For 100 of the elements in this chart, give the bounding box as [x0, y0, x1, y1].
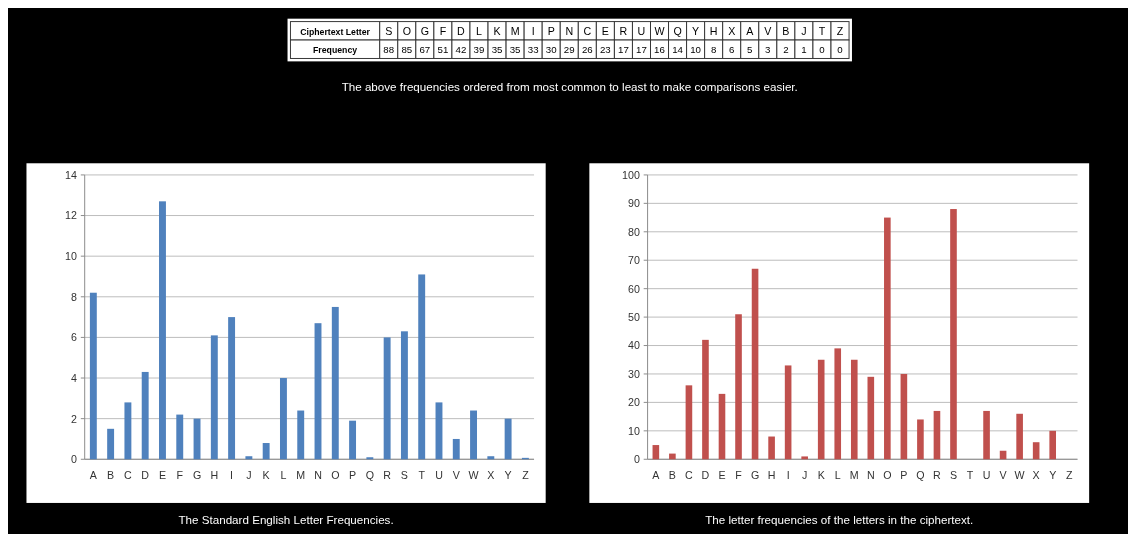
- bar: [801, 456, 808, 460]
- x-tick-label: S: [385, 24, 393, 37]
- y-tick-label: Frequency: [313, 45, 358, 56]
- x-tick-label: Z: [522, 468, 530, 481]
- y-tick-label: 8: [71, 290, 77, 303]
- x-tick-label: O: [331, 468, 340, 481]
- data-label: 17: [618, 44, 629, 56]
- data-label: 33: [527, 44, 539, 56]
- data-label: 1: [801, 44, 807, 56]
- x-tick-label: P: [547, 24, 555, 37]
- bar: [228, 317, 236, 460]
- bar: [366, 457, 374, 460]
- data-label: 88: [383, 44, 395, 56]
- bar: [210, 335, 218, 460]
- bar: [107, 428, 115, 460]
- data-label: 17: [636, 44, 647, 56]
- data-label: 35: [491, 44, 503, 56]
- x-tick-label: H: [210, 468, 219, 481]
- data-label: 0: [837, 44, 844, 56]
- x-tick-label: Q: [916, 468, 925, 481]
- x-tick-label: C: [124, 468, 133, 481]
- x-tick-label: W: [654, 24, 666, 37]
- x-tick-label: F: [735, 468, 743, 481]
- x-tick-label: C: [583, 24, 592, 37]
- y-tick-label: 12: [65, 209, 77, 222]
- x-tick-label: D: [701, 468, 710, 481]
- x-tick-label: K: [817, 468, 825, 481]
- y-tick-label: 60: [627, 282, 640, 295]
- y-tick-label: 20: [627, 396, 640, 409]
- bar: [834, 348, 842, 460]
- bar: [669, 453, 676, 460]
- data-label: 42: [455, 44, 467, 56]
- bar: [933, 410, 941, 460]
- x-tick-label: V: [999, 468, 1008, 481]
- bar: [685, 385, 693, 460]
- bar: [504, 418, 512, 460]
- x-tick-label: B: [782, 24, 790, 37]
- x-tick-label: X: [487, 468, 495, 481]
- data-label: 51: [437, 44, 449, 56]
- x-tick-label: J: [801, 24, 807, 37]
- bar: [331, 306, 339, 460]
- x-tick-label: E: [158, 468, 167, 481]
- bar: [297, 410, 305, 460]
- x-tick-label: M: [849, 468, 859, 481]
- x-tick-label: H: [709, 24, 718, 37]
- bar: [983, 410, 990, 460]
- x-tick-label: C: [685, 468, 694, 481]
- x-tick-label: P: [900, 468, 908, 481]
- data-label: 3: [765, 44, 771, 56]
- x-tick-label: I: [786, 468, 790, 481]
- x-tick-label: G: [420, 24, 429, 37]
- x-tick-label: M: [296, 468, 306, 481]
- x-tick-label: T: [966, 468, 974, 481]
- bar: [279, 378, 287, 460]
- x-tick-label: L: [280, 468, 287, 481]
- x-tick-label: U: [637, 24, 646, 37]
- x-tick-label: N: [866, 468, 875, 481]
- x-tick-label: K: [493, 24, 501, 37]
- y-tick-label: 90: [627, 197, 640, 210]
- data-label: 0: [819, 44, 826, 56]
- x-tick-label: K: [262, 468, 270, 481]
- data-label: 30: [545, 44, 558, 56]
- data-label: 26: [581, 44, 593, 56]
- bar: [176, 414, 184, 460]
- x-tick-label: V: [764, 24, 773, 37]
- bar: [400, 331, 408, 460]
- x-tick-label: P: [349, 468, 357, 481]
- bar: [917, 419, 924, 460]
- x-tick-label: F: [176, 468, 184, 481]
- bar: [900, 373, 908, 460]
- y-tick-label: 14: [65, 168, 77, 181]
- x-tick-label: A: [89, 468, 98, 481]
- data-label: 5: [747, 44, 753, 56]
- x-tick-label: D: [457, 24, 466, 37]
- y-tick-label: 0: [633, 453, 640, 466]
- data-label: 8: [710, 44, 717, 56]
- x-tick-label: R: [933, 468, 942, 481]
- y-tick-label: 2: [71, 412, 77, 425]
- bar: [487, 456, 495, 460]
- bar: [718, 393, 726, 460]
- x-tick-label: R: [619, 24, 628, 37]
- x-tick-label: T: [818, 24, 826, 37]
- x-tick-label: X: [1032, 468, 1040, 481]
- bar: [784, 365, 792, 460]
- x-tick-label: E: [601, 24, 609, 37]
- bar: [262, 443, 270, 460]
- x-tick-label: L: [476, 24, 483, 37]
- bar: [418, 274, 426, 460]
- x-tick-label: A: [746, 24, 755, 37]
- data-label: 23: [599, 44, 611, 56]
- bar: [884, 217, 891, 460]
- bar: [817, 359, 825, 460]
- y-tick-label: 40: [627, 339, 640, 352]
- text: The Standard English Letter Frequencies.: [178, 513, 394, 527]
- x-tick-label: N: [565, 24, 574, 37]
- x-tick-label: E: [718, 468, 726, 481]
- x-tick-label: J: [246, 468, 252, 481]
- x-tick-label: Z: [836, 24, 844, 37]
- x-tick-label: A: [652, 468, 661, 481]
- x-tick-label: H: [767, 468, 776, 481]
